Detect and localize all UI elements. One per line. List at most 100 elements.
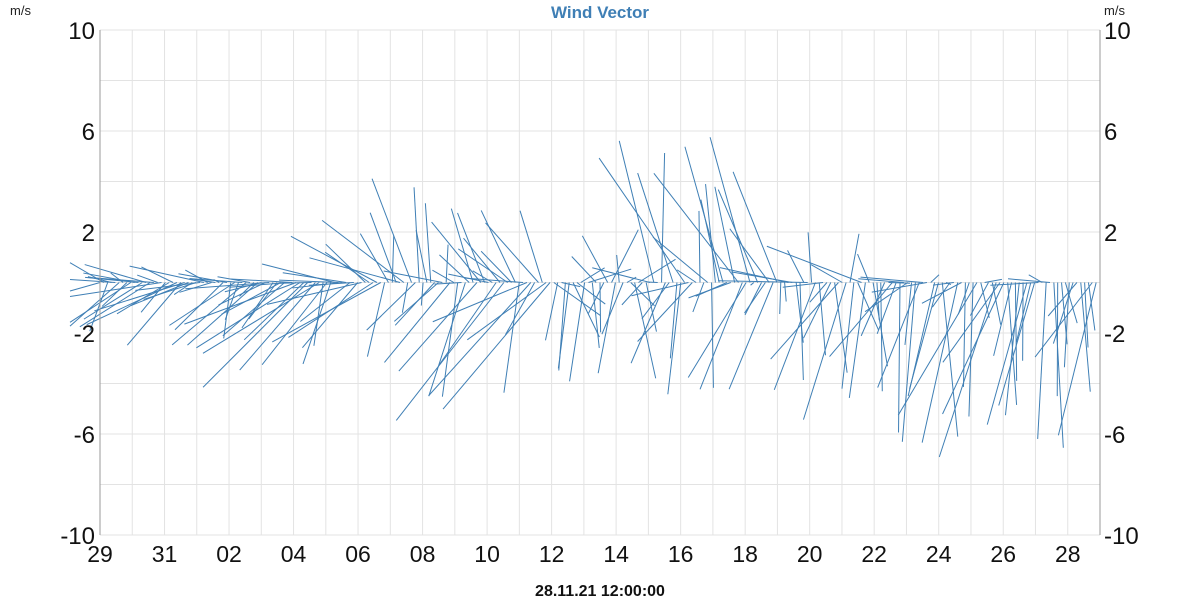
y-tick-label-left: -2 [74, 321, 95, 348]
wind-vector [1015, 283, 1016, 381]
wind-vector [899, 283, 900, 433]
wind-vector [425, 203, 430, 282]
wind-vector [631, 283, 655, 306]
wind-vector [994, 283, 1012, 356]
wind-vector [504, 283, 519, 393]
wind-vector [599, 158, 685, 282]
x-tick-label: 10 [474, 541, 500, 567]
y-tick-label-left: 2 [82, 220, 95, 247]
wind-vector [172, 283, 246, 345]
wind-vector [785, 283, 787, 302]
wind-vector [685, 147, 723, 283]
wind-vector [706, 184, 716, 282]
wind-vector [367, 283, 416, 331]
wind-vector [554, 283, 601, 316]
y-tick-label-right: -10 [1104, 523, 1139, 550]
wind-vector [999, 283, 1035, 406]
wind-vector [850, 234, 859, 283]
x-tick-label: 22 [861, 541, 887, 567]
wind-vector [372, 179, 411, 283]
y-tick-label-right: 10 [1104, 18, 1131, 45]
wind-vector [699, 211, 700, 283]
wind-vector [280, 283, 311, 284]
wind-vector [432, 270, 453, 282]
wind-vector [689, 283, 731, 298]
wind-vector [638, 259, 675, 282]
x-tick-label: 08 [410, 541, 436, 567]
wind-vector [446, 245, 448, 283]
wind-vector [396, 283, 504, 421]
x-tick-label: 18 [732, 541, 758, 567]
wind-vector [184, 283, 296, 325]
wind-vector [570, 283, 585, 382]
wind-vector [326, 244, 366, 282]
y-tick-label-right: 2 [1104, 220, 1117, 247]
x-tick-label: 06 [345, 541, 371, 567]
y-tick-label-left: 6 [82, 119, 95, 146]
wind-vector [733, 172, 777, 283]
wind-vector [558, 283, 569, 369]
wind-vector [872, 283, 927, 293]
wind-vector [582, 236, 607, 283]
wind-vector [439, 255, 469, 283]
wind-vector-series [70, 137, 1096, 457]
wind-vector [693, 283, 704, 313]
wind-vector [715, 187, 735, 283]
wind-vector [800, 283, 803, 381]
wind-vector [939, 283, 996, 458]
y-tick-label-right: 6 [1104, 119, 1117, 146]
wind-vector [196, 283, 300, 348]
wind-vector [325, 252, 369, 282]
x-tick-label: 16 [668, 541, 694, 567]
x-tick-label: 31 [152, 541, 178, 567]
wind-vector [602, 283, 623, 335]
wind-vector [1008, 279, 1050, 283]
wind-vector [780, 283, 781, 315]
wind-vector [520, 211, 542, 283]
wind-vector [588, 283, 603, 314]
wind-vector [943, 283, 1004, 414]
wind-vector [94, 283, 184, 311]
wind-vector [144, 283, 197, 300]
wind-vector [858, 283, 879, 331]
x-tick-label: 29 [87, 541, 113, 567]
wind-vector [1053, 283, 1073, 344]
wind-vector [577, 283, 605, 305]
x-tick-label: 24 [926, 541, 952, 567]
wind-vector [745, 283, 762, 315]
wind-vector [668, 283, 681, 395]
wind-vector [931, 275, 939, 283]
x-tick-label: 02 [216, 541, 242, 567]
y-tick-label-right: -6 [1104, 422, 1125, 449]
wind-vector [783, 283, 823, 288]
wind-vector [1038, 283, 1046, 439]
wind-vector [394, 283, 438, 322]
wind-vector [262, 264, 335, 283]
wind-vector [688, 283, 746, 378]
wind-vector [638, 173, 673, 282]
wind-vector [654, 173, 739, 282]
x-tick-label: 28 [1055, 541, 1081, 567]
x-tick-label: 04 [281, 541, 307, 567]
wind-vector [803, 283, 830, 339]
wind-vector [592, 268, 650, 283]
y-tick-label-left: 10 [68, 18, 95, 45]
wind-vector [370, 213, 396, 283]
wind-vector [1005, 283, 1019, 416]
wind-vector [819, 283, 825, 356]
wind-vector [169, 283, 234, 326]
wind-vector [1048, 283, 1077, 317]
wind-vector [442, 283, 457, 397]
wind-vector [810, 283, 827, 303]
wind-vector [429, 283, 531, 396]
cursor-timestamp: 28.11.21 12:00:00 [0, 583, 1200, 601]
wind-vector [612, 230, 639, 283]
wind-vector [367, 283, 384, 357]
wind-vector [922, 283, 958, 443]
wind-vector [302, 283, 357, 348]
x-tick-label: 20 [797, 541, 823, 567]
wind-vector [662, 153, 665, 282]
wind-vector [402, 283, 407, 313]
wind-vector [767, 246, 862, 282]
